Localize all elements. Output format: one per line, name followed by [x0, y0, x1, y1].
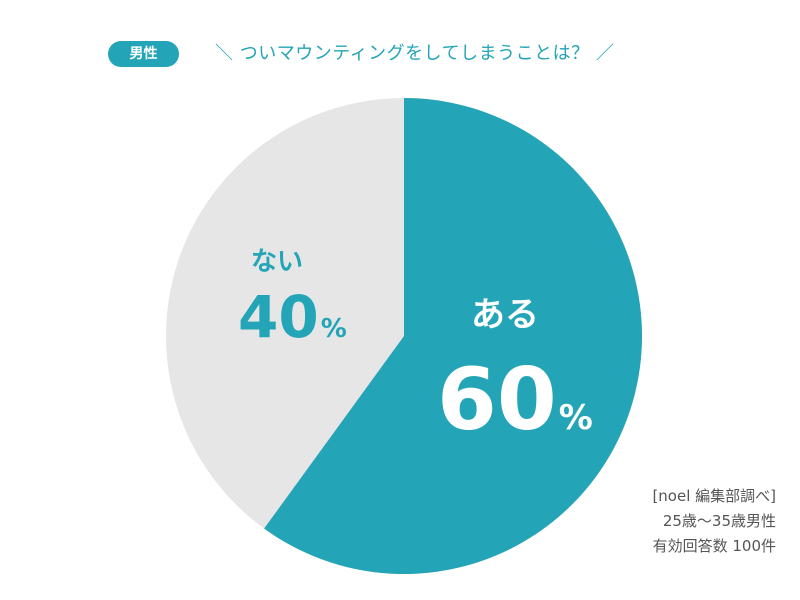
- source-line-3: 有効回答数 100件: [652, 537, 776, 555]
- slice-value-no: 40%: [238, 283, 347, 351]
- slice-value-yes: 60%: [437, 350, 593, 450]
- source-line-1: [noel 編集部調べ]: [652, 487, 776, 505]
- source-line-2: 25歳〜35歳男性: [662, 512, 776, 530]
- slice-label-yes: ある: [471, 295, 539, 335]
- pie-slice-yes: [264, 98, 642, 574]
- chart-title: ＼ ついマウンティングをしてしまうことは？ ／: [215, 43, 615, 64]
- slice-label-no: ない: [251, 247, 304, 277]
- gender-badge: 男性: [108, 41, 179, 67]
- source-note: [noel 編集部調べ] 25歳〜35歳男性 有効回答数 100件: [652, 484, 776, 559]
